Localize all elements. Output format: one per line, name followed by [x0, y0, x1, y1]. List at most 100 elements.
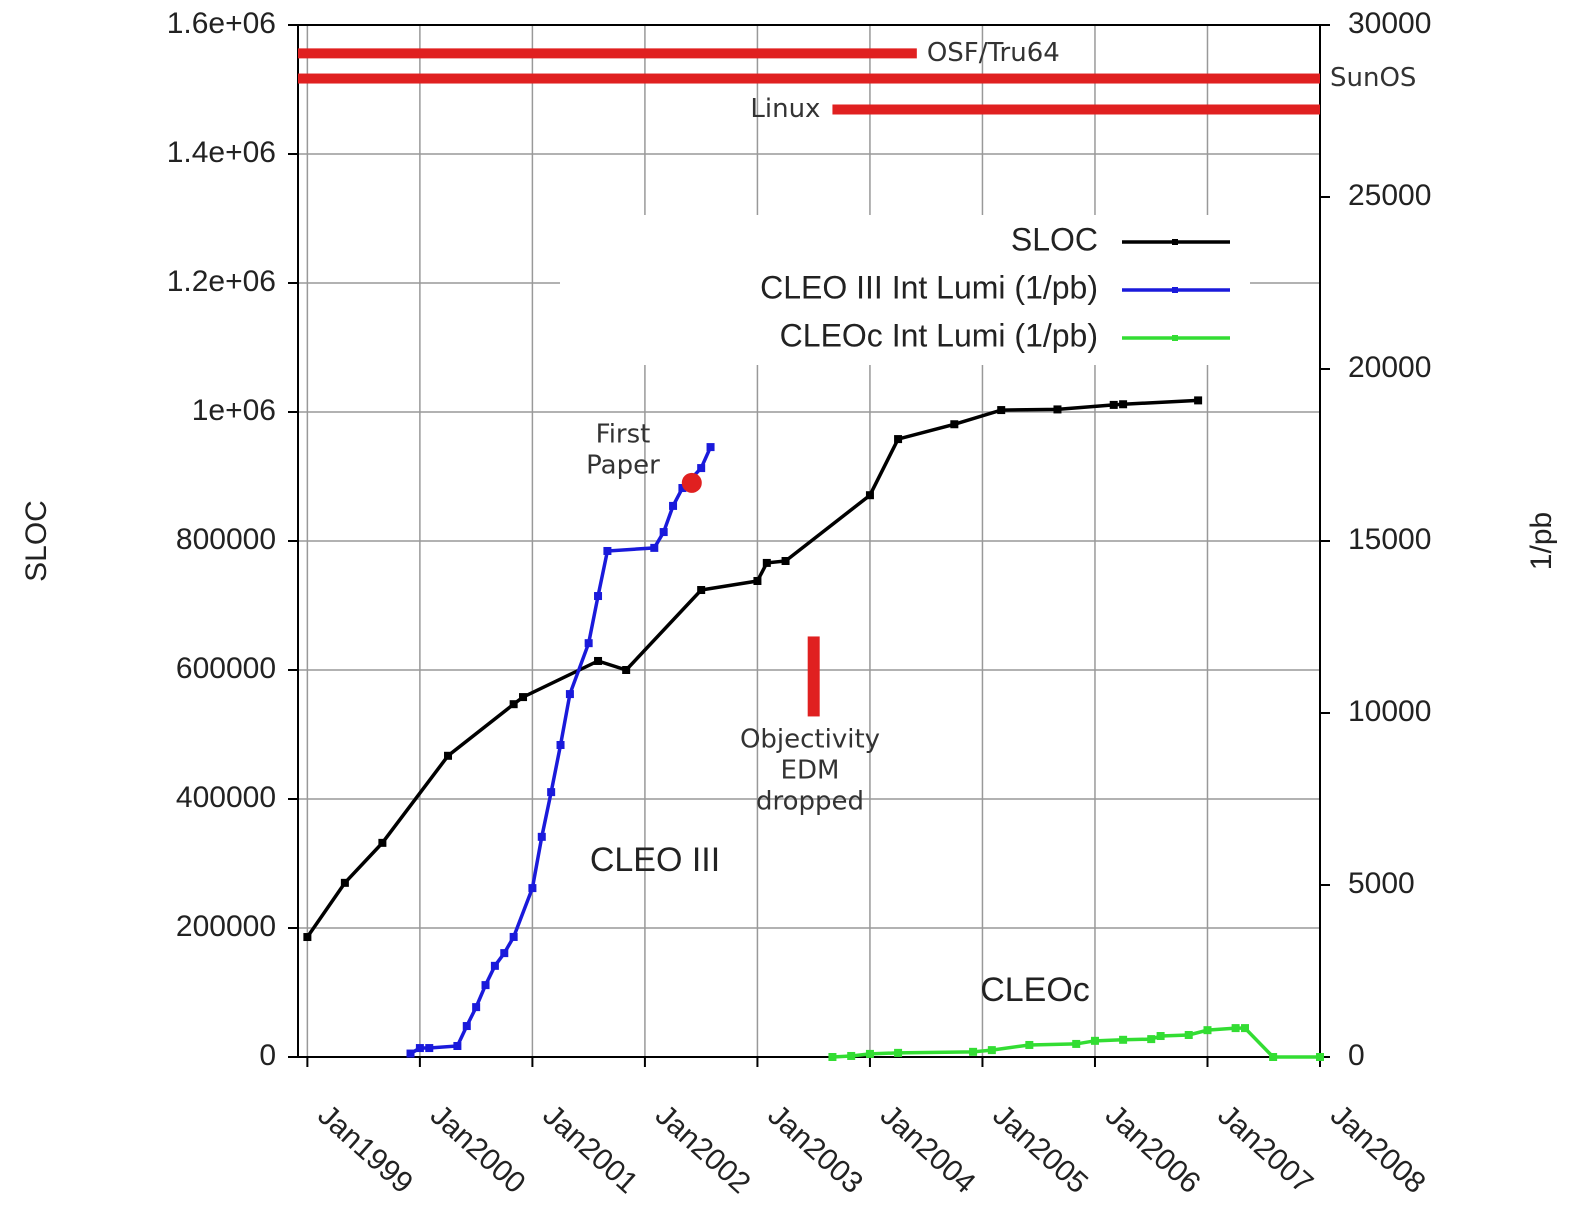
region-label: CLEO III: [590, 841, 720, 879]
y-tick-label: 1.4e+06: [167, 136, 276, 169]
point: [1025, 1040, 1034, 1049]
legend-label: CLEOc Int Lumi (1/pb): [780, 317, 1098, 353]
point: [622, 666, 631, 674]
annotation-text: Paper: [586, 451, 660, 481]
point: [509, 932, 518, 941]
point: [500, 949, 509, 958]
x-tick-label: Jan1999: [311, 1099, 419, 1201]
point: [444, 751, 453, 760]
point: [894, 435, 903, 444]
annotation-text: EDM: [781, 756, 840, 786]
point: [453, 1041, 462, 1050]
point: [303, 933, 312, 942]
series-line: [305, 398, 1199, 939]
point: [490, 961, 499, 970]
grid: [298, 24, 1321, 1058]
point: [697, 586, 706, 595]
y-axis-label: SLOC: [20, 500, 53, 582]
region-label: CLEOc: [980, 971, 1090, 1009]
first-paper-dot: [681, 472, 702, 493]
point: [1119, 400, 1128, 409]
point: [669, 501, 678, 510]
point: [1156, 1032, 1165, 1041]
point: [481, 981, 490, 990]
point: [565, 690, 574, 699]
y-tick-label: 1.2e+06: [167, 265, 276, 298]
x-tick-label: Jan2008: [1324, 1099, 1432, 1201]
point: [425, 1044, 434, 1053]
point: [1147, 1035, 1156, 1044]
point: [594, 592, 603, 601]
y-tick-label: 1.6e+06: [167, 7, 276, 40]
plot-frame: [297, 24, 1321, 1058]
y-tick-label: 400000: [176, 781, 276, 814]
y-tick-label: 800000: [176, 523, 276, 556]
point: [528, 884, 537, 893]
x-tick-label: Jan2007: [1212, 1099, 1320, 1201]
point: [969, 1047, 978, 1056]
point: [462, 1022, 471, 1031]
point: [378, 838, 387, 847]
x-tick-label: Jan2002: [649, 1099, 757, 1201]
y-tick-label: 200000: [176, 910, 276, 943]
platform-bar: [298, 73, 1320, 84]
point: [697, 464, 706, 473]
point: [781, 556, 790, 565]
legend-marker: [1172, 335, 1178, 341]
y2-axis-label: 1/pb: [1525, 512, 1558, 570]
legend-marker: [1172, 239, 1178, 245]
platform-label: Linux: [750, 94, 820, 124]
legend-label: SLOC: [1011, 221, 1098, 257]
point: [472, 1003, 481, 1012]
platform-bar: [298, 48, 917, 59]
x-tick-label: Jan2000: [424, 1099, 532, 1201]
x-tick-label: Jan2004: [874, 1099, 982, 1201]
point: [1109, 400, 1118, 409]
x-tick-label: Jan2006: [1099, 1099, 1207, 1201]
point: [1240, 1024, 1249, 1033]
point: [753, 576, 762, 585]
point: [547, 788, 556, 797]
point: [1090, 1036, 1099, 1045]
point: [415, 1044, 424, 1053]
point: [406, 1049, 415, 1058]
point: [519, 693, 528, 702]
point: [997, 406, 1006, 415]
point: [1184, 1030, 1193, 1039]
point: [1072, 1039, 1081, 1048]
y-tick-label: 1e+06: [192, 394, 276, 427]
point: [706, 443, 715, 452]
point: [894, 1048, 903, 1057]
point: [1053, 405, 1062, 414]
y2-tick-label: 10000: [1348, 695, 1431, 728]
legend: SLOC CLEO III Int Lumi (1/pb) CLEOc Int Lu…: [560, 215, 1250, 365]
annotation-text: Objectivity: [740, 725, 880, 755]
y2-tick-label: 20000: [1348, 351, 1431, 384]
point: [1231, 1024, 1240, 1033]
point: [1194, 396, 1203, 405]
point: [537, 832, 546, 841]
point: [1203, 1026, 1212, 1035]
y2-tick-label: 30000: [1348, 7, 1431, 40]
y2-tick-label: 0: [1348, 1039, 1365, 1072]
point: [556, 740, 565, 749]
point: [603, 546, 612, 555]
point: [987, 1046, 996, 1055]
y2-tick-label: 15000: [1348, 523, 1431, 556]
objectivity-bar: [807, 636, 820, 717]
point: [509, 700, 518, 709]
point: [762, 558, 771, 567]
point: [594, 656, 603, 665]
point: [340, 878, 349, 887]
point: [650, 543, 659, 552]
annotation-text: dropped: [756, 787, 864, 817]
point: [678, 484, 687, 493]
point: [1316, 1053, 1324, 1061]
point: [865, 491, 874, 500]
y-tick-label: 0: [259, 1039, 276, 1072]
legend-label: CLEO III Int Lumi (1/pb): [760, 269, 1098, 305]
point: [828, 1053, 837, 1061]
x-tick-label: Jan2005: [986, 1099, 1094, 1201]
platform-label: OSF/Tru64: [927, 38, 1060, 68]
